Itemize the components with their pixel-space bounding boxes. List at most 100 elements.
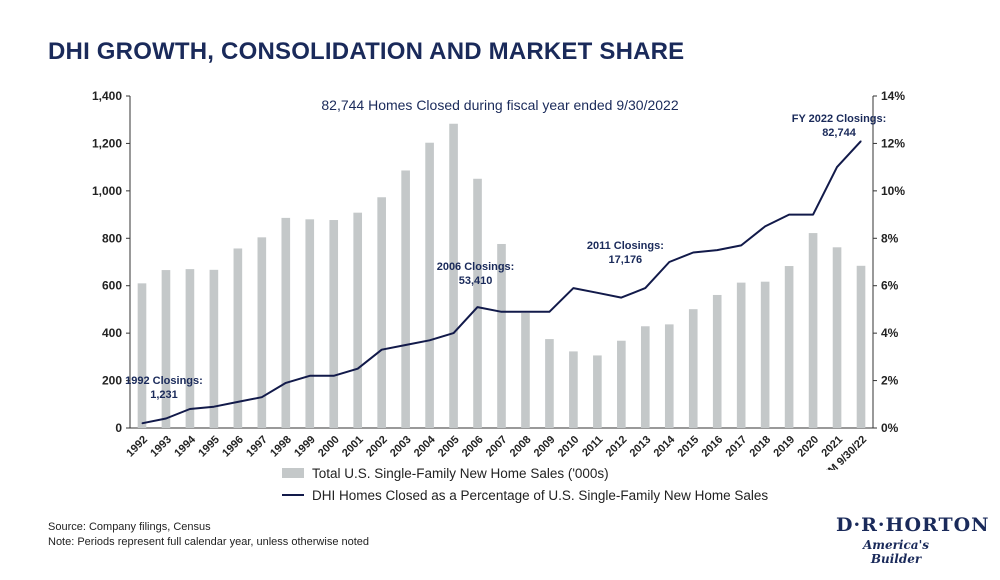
bar-ttm-9-30-22 (856, 265, 866, 428)
right-tick-label: 14% (881, 89, 905, 103)
annotation-2006: 53,410 (459, 275, 493, 287)
left-tick-label: 200 (102, 374, 122, 388)
x-tick-label: 2011 (580, 434, 605, 459)
left-tick-label: 0 (115, 421, 122, 435)
bar-1999 (305, 219, 315, 428)
bar-2003 (401, 170, 410, 428)
bar-1992 (137, 283, 147, 428)
x-tick-label: 2020 (795, 434, 821, 460)
line-point (429, 339, 431, 341)
company-logo: D·R·HORTON America's Builder (836, 514, 989, 566)
x-tick-label: 1994 (172, 433, 198, 459)
chart: 0 200 400 600 800 1,000 1,200 1,400 0% 2% 4% 6% 8% 10… (92, 89, 905, 470)
x-tick-label: 2003 (388, 434, 414, 460)
annotation-1992: 1,231 (150, 389, 178, 401)
left-tick-label: 600 (102, 279, 122, 293)
line-point (453, 332, 455, 334)
bar-2012 (617, 340, 626, 428)
line-point (333, 375, 335, 377)
right-tick-label: 8% (881, 231, 899, 245)
left-tick-label: 1,400 (92, 89, 122, 103)
x-tick-label: 2007 (484, 434, 510, 460)
x-tick-label: 2002 (364, 434, 390, 460)
annotation-ttm-9-30-22: FY 2022 Closings: (792, 113, 887, 125)
bar-2011 (593, 355, 602, 428)
bar-1994 (185, 269, 195, 428)
bar-2009 (545, 339, 554, 428)
bar-2006 (473, 178, 482, 428)
legend: Total U.S. Single-Family New Home Sales … (282, 462, 768, 506)
x-tick-label: 2016 (700, 434, 726, 460)
bar-2004 (425, 142, 434, 428)
bar-2015 (688, 309, 698, 428)
line-point (357, 368, 359, 370)
left-tick-label: 800 (102, 231, 122, 245)
footer: Source: Company filings, Census Note: Pe… (48, 520, 369, 550)
line-point (189, 408, 191, 410)
page-title: DHI GROWTH, CONSOLIDATION AND MARKET SHA… (48, 38, 685, 65)
line-point (716, 249, 718, 251)
x-tick-label: 2014 (652, 433, 678, 459)
bar-2007 (497, 243, 506, 428)
bar-2000 (329, 220, 339, 428)
right-tick-label: 2% (881, 374, 899, 388)
x-tick-label: 2004 (412, 433, 438, 459)
x-tick-label: 1999 (292, 434, 318, 460)
line-point (836, 166, 838, 168)
legend-item-line: DHI Homes Closed as a Percentage of U.S.… (282, 484, 768, 506)
x-tick-label: 1995 (196, 434, 222, 460)
legend-line-swatch (282, 494, 304, 496)
line-point (548, 311, 550, 313)
right-tick-label: 6% (881, 279, 899, 293)
line-point (285, 382, 287, 384)
x-tick-label: 2000 (316, 434, 342, 460)
line-point (596, 292, 598, 294)
line-point (213, 406, 215, 408)
source-note: Source: Company filings, Census (48, 521, 211, 533)
bar-2008 (521, 312, 530, 428)
right-tick-label: 10% (881, 184, 905, 198)
line-point (644, 287, 646, 289)
x-tick-label: 1998 (268, 434, 294, 460)
bar-2019 (784, 266, 794, 428)
line-point (788, 214, 790, 216)
period-note: Note: Periods represent full calendar ye… (48, 536, 370, 548)
annotation-2011: 2011 Closings: (587, 240, 664, 252)
line-point (764, 225, 766, 227)
line-point (165, 418, 167, 420)
left-tick-label: 1,000 (92, 184, 122, 198)
x-tick-label: 2006 (460, 434, 486, 460)
bar-1993 (161, 270, 171, 428)
x-tick-label: 1993 (148, 434, 174, 460)
bar-2005 (449, 123, 458, 428)
line-point (860, 140, 862, 142)
bar-2021 (832, 247, 842, 428)
right-tick-label: 0% (881, 421, 899, 435)
annotation-1992: 1992 Closings: (125, 375, 203, 387)
right-tick-label: 4% (881, 326, 899, 340)
bar-1998 (281, 217, 291, 428)
x-tick-label: 2001 (340, 434, 366, 460)
line-point (309, 375, 311, 377)
line-point (141, 422, 143, 424)
x-tick-label: 2015 (676, 434, 702, 460)
line-point (524, 311, 526, 313)
x-tick-label: 1996 (220, 434, 246, 460)
line-point (692, 252, 694, 254)
bar-2016 (712, 294, 722, 428)
x-tick-label: 2019 (771, 434, 797, 460)
x-tick-label: 2010 (556, 434, 582, 460)
x-tick-label: 2005 (436, 434, 462, 460)
bar-2020 (808, 233, 818, 428)
x-tick-label: 2008 (508, 434, 534, 460)
annotation-2011: 17,176 (609, 254, 643, 266)
line-point (405, 344, 407, 346)
bar-2001 (353, 212, 363, 428)
x-tick-label: 2012 (604, 434, 630, 460)
x-tick-label: 2013 (628, 434, 654, 460)
left-tick-label: 1,200 (92, 136, 122, 150)
bar-2013 (640, 326, 650, 428)
bar-1995 (209, 269, 219, 428)
line-point (501, 311, 502, 313)
line-point (477, 306, 479, 308)
